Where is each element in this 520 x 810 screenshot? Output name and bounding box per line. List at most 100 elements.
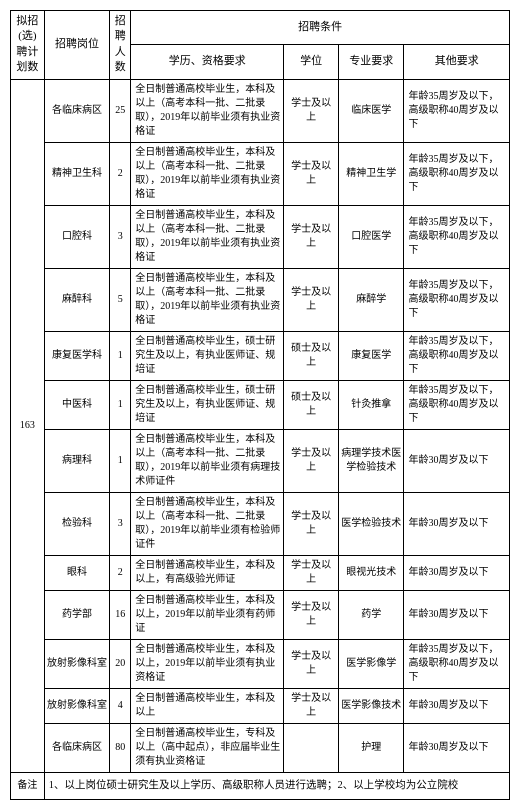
- cell-education: 全日制普通高校毕业生，本科及以上（高考本科一批、二批录取），2019年以前毕业须…: [131, 492, 284, 555]
- cell-position: 眼科: [44, 555, 109, 590]
- cell-count: 2: [110, 555, 131, 590]
- cell-other: 年龄30周岁及以下: [404, 590, 510, 639]
- cell-other: 年龄35周岁及以下，高级职称40周岁及以下: [404, 331, 510, 380]
- cell-degree: 学士及以上: [284, 142, 339, 205]
- cell-position: 放射影像科室: [44, 639, 109, 688]
- cell-major: 临床医学: [339, 79, 404, 142]
- cell-count: 2: [110, 142, 131, 205]
- header-count: 招聘人数: [110, 11, 131, 80]
- table-row: 麻醉科5全日制普通高校毕业生，本科及以上（高考本科一批、二批录取），2019年以…: [11, 268, 510, 331]
- table-row: 放射影像科室4全日制普通高校毕业生，本科及以上学士及以上医学影像技术年龄30周岁…: [11, 688, 510, 723]
- cell-count: 16: [110, 590, 131, 639]
- cell-degree: 学士及以上: [284, 492, 339, 555]
- table-row: 各临床病区80全日制普通高校毕业生，专科及以上（高中起点），非应届毕业生须有执业…: [11, 723, 510, 772]
- cell-count: 4: [110, 688, 131, 723]
- table-row: 口腔科3全日制普通高校毕业生，本科及以上（高考本科一批、二批录取），2019年以…: [11, 205, 510, 268]
- note-label: 备注: [11, 772, 45, 800]
- cell-count: 25: [110, 79, 131, 142]
- cell-degree: 学士及以上: [284, 205, 339, 268]
- cell-degree: 学士及以上: [284, 639, 339, 688]
- header-other: 其他要求: [404, 45, 510, 79]
- cell-other: 年龄35周岁及以下，高级职称40周岁及以下: [404, 79, 510, 142]
- cell-degree: 学士及以上: [284, 590, 339, 639]
- cell-education: 全日制普通高校毕业生，专科及以上（高中起点），非应届毕业生须有执业资格证: [131, 723, 284, 772]
- recruitment-table: 拟招(选)聘计划数 招聘岗位 招聘人数 招聘条件 学历、资格要求 学位 专业要求…: [10, 10, 510, 800]
- cell-major: 精神卫生学: [339, 142, 404, 205]
- cell-count: 3: [110, 492, 131, 555]
- table-row: 康复医学科1全日制普通高校毕业生，硕士研究生及以上，有执业医师证、规培证硕士及以…: [11, 331, 510, 380]
- cell-major: 针灸推拿: [339, 380, 404, 429]
- header-plan: 拟招(选)聘计划数: [11, 11, 45, 80]
- cell-education: 全日制普通高校毕业生，本科及以上，2019年以前毕业须有执业资格证: [131, 639, 284, 688]
- cell-other: 年龄30周岁及以下: [404, 688, 510, 723]
- cell-count: 1: [110, 429, 131, 492]
- cell-major: 眼视光技术: [339, 555, 404, 590]
- header-conditions: 招聘条件: [131, 11, 510, 45]
- cell-count: 5: [110, 268, 131, 331]
- cell-other: 年龄30周岁及以下: [404, 492, 510, 555]
- cell-position: 康复医学科: [44, 331, 109, 380]
- cell-count: 1: [110, 331, 131, 380]
- cell-education: 全日制普通高校毕业生，本科及以上（高考本科一批、二批录取），2019年以前毕业须…: [131, 79, 284, 142]
- cell-position: 各临床病区: [44, 723, 109, 772]
- header-degree: 学位: [284, 45, 339, 79]
- cell-education: 全日制普通高校毕业生，本科及以上，有高级验光师证: [131, 555, 284, 590]
- cell-other: 年龄30周岁及以下: [404, 429, 510, 492]
- cell-major: 药学: [339, 590, 404, 639]
- cell-major: 医学影像学: [339, 639, 404, 688]
- cell-count: 20: [110, 639, 131, 688]
- cell-major: 口腔医学: [339, 205, 404, 268]
- cell-major: 病理学技术医学检验技术: [339, 429, 404, 492]
- cell-education: 全日制普通高校毕业生，硕士研究生及以上，有执业医师证、规培证: [131, 380, 284, 429]
- table-row: 放射影像科室20全日制普通高校毕业生，本科及以上，2019年以前毕业须有执业资格…: [11, 639, 510, 688]
- cell-other: 年龄35周岁及以下，高级职称40周岁及以下: [404, 380, 510, 429]
- cell-education: 全日制普通高校毕业生，本科及以上（高考本科一批、二批录取），2019年以前毕业须…: [131, 268, 284, 331]
- table-row: 中医科1全日制普通高校毕业生，硕士研究生及以上，有执业医师证、规培证硕士及以上针…: [11, 380, 510, 429]
- cell-position: 各临床病区: [44, 79, 109, 142]
- cell-count: 1: [110, 380, 131, 429]
- cell-degree: 学士及以上: [284, 79, 339, 142]
- cell-major: 医学影像技术: [339, 688, 404, 723]
- cell-education: 全日制普通高校毕业生，本科及以上: [131, 688, 284, 723]
- cell-education: 全日制普通高校毕业生，本科及以上（高考本科一批、二批录取），2019年以前毕业须…: [131, 429, 284, 492]
- cell-position: 放射影像科室: [44, 688, 109, 723]
- cell-degree: 学士及以上: [284, 268, 339, 331]
- header-position: 招聘岗位: [44, 11, 109, 80]
- cell-other: 年龄35周岁及以下，高级职称40周岁及以下: [404, 639, 510, 688]
- cell-position: 药学部: [44, 590, 109, 639]
- table-row: 精神卫生科2全日制普通高校毕业生，本科及以上（高考本科一批、二批录取），2019…: [11, 142, 510, 205]
- cell-degree: 硕士及以上: [284, 331, 339, 380]
- cell-position: 检验科: [44, 492, 109, 555]
- cell-count: 3: [110, 205, 131, 268]
- table-row: 药学部16全日制普通高校毕业生，本科及以上，2019年以前毕业须有药师证学士及以…: [11, 590, 510, 639]
- table-row: 163各临床病区25全日制普通高校毕业生，本科及以上（高考本科一批、二批录取），…: [11, 79, 510, 142]
- table-row: 病理科1全日制普通高校毕业生，本科及以上（高考本科一批、二批录取），2019年以…: [11, 429, 510, 492]
- cell-position: 病理科: [44, 429, 109, 492]
- table-row: 眼科2全日制普通高校毕业生，本科及以上，有高级验光师证学士及以上眼视光技术年龄3…: [11, 555, 510, 590]
- cell-degree: 学士及以上: [284, 429, 339, 492]
- header-education: 学历、资格要求: [131, 45, 284, 79]
- note-content: 1、以上岗位硕士研究生及以上学历、高级职称人员进行选聘；2、以上学校均为公立院校: [44, 772, 509, 800]
- cell-education: 全日制普通高校毕业生，本科及以上（高考本科一批、二批录取），2019年以前毕业须…: [131, 142, 284, 205]
- cell-other: 年龄35周岁及以下，高级职称40周岁及以下: [404, 268, 510, 331]
- cell-degree: 硕士及以上: [284, 380, 339, 429]
- cell-education: 全日制普通高校毕业生，硕士研究生及以上，有执业医师证、规培证: [131, 331, 284, 380]
- header-major: 专业要求: [339, 45, 404, 79]
- table-header-row-1: 拟招(选)聘计划数 招聘岗位 招聘人数 招聘条件: [11, 11, 510, 45]
- table-row: 检验科3全日制普通高校毕业生，本科及以上（高考本科一批、二批录取），2019年以…: [11, 492, 510, 555]
- cell-education: 全日制普通高校毕业生，本科及以上，2019年以前毕业须有药师证: [131, 590, 284, 639]
- cell-degree: 学士及以上: [284, 555, 339, 590]
- cell-major: 康复医学: [339, 331, 404, 380]
- cell-education: 全日制普通高校毕业生，本科及以上（高考本科一批、二批录取），2019年以前毕业须…: [131, 205, 284, 268]
- cell-count: 80: [110, 723, 131, 772]
- plan-total-cell: 163: [11, 79, 45, 772]
- cell-degree: 学士及以上: [284, 688, 339, 723]
- cell-position: 口腔科: [44, 205, 109, 268]
- cell-position: 精神卫生科: [44, 142, 109, 205]
- cell-other: 年龄30周岁及以下: [404, 723, 510, 772]
- cell-position: 麻醉科: [44, 268, 109, 331]
- cell-other: 年龄30周岁及以下: [404, 555, 510, 590]
- cell-major: 麻醉学: [339, 268, 404, 331]
- cell-degree: [284, 723, 339, 772]
- cell-major: 护理: [339, 723, 404, 772]
